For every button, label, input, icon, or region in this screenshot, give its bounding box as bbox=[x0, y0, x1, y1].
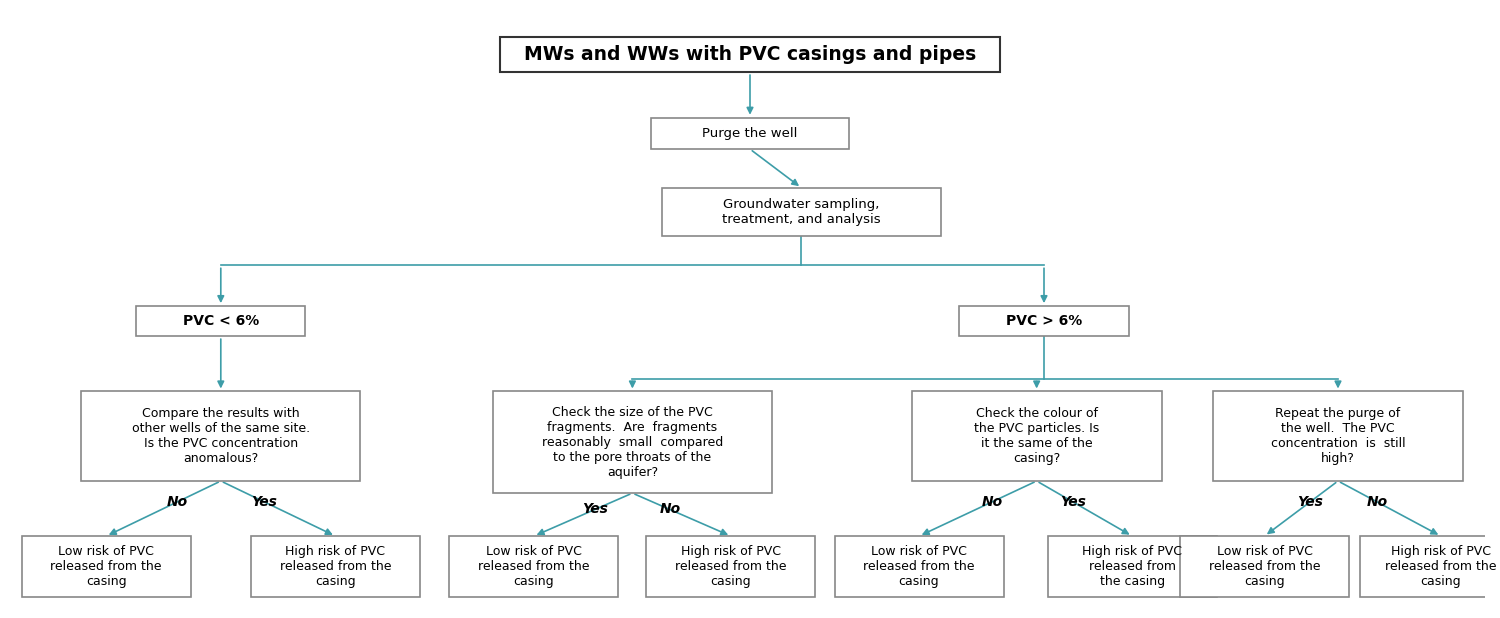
FancyBboxPatch shape bbox=[1360, 536, 1500, 597]
FancyBboxPatch shape bbox=[450, 536, 618, 597]
FancyBboxPatch shape bbox=[662, 188, 940, 236]
Text: Repeat the purge of
the well.  The PVC
concentration  is  still
high?: Repeat the purge of the well. The PVC co… bbox=[1270, 407, 1406, 465]
FancyBboxPatch shape bbox=[912, 391, 1161, 481]
FancyBboxPatch shape bbox=[651, 117, 849, 149]
Text: Low risk of PVC
released from the
casing: Low risk of PVC released from the casing bbox=[478, 545, 590, 588]
Text: Purge the well: Purge the well bbox=[702, 127, 798, 140]
FancyBboxPatch shape bbox=[834, 536, 1004, 597]
Text: PVC < 6%: PVC < 6% bbox=[183, 314, 260, 328]
Text: Check the colour of
the PVC particles. Is
it the same of the
casing?: Check the colour of the PVC particles. I… bbox=[974, 407, 1100, 465]
Text: MWs and WWs with PVC casings and pipes: MWs and WWs with PVC casings and pipes bbox=[524, 45, 976, 64]
Text: Yes: Yes bbox=[582, 502, 608, 517]
Text: High risk of PVC
released from
the casing: High risk of PVC released from the casin… bbox=[1082, 545, 1182, 588]
Text: Low risk of PVC
released from the
casing: Low risk of PVC released from the casing bbox=[1209, 545, 1320, 588]
Text: No: No bbox=[1366, 495, 1388, 509]
Text: No: No bbox=[166, 495, 188, 509]
FancyBboxPatch shape bbox=[21, 536, 190, 597]
FancyBboxPatch shape bbox=[136, 306, 306, 336]
FancyBboxPatch shape bbox=[251, 536, 420, 597]
FancyBboxPatch shape bbox=[1180, 536, 1348, 597]
Text: Groundwater sampling,
treatment, and analysis: Groundwater sampling, treatment, and ana… bbox=[722, 198, 880, 226]
Text: High risk of PVC
released from the
casing: High risk of PVC released from the casin… bbox=[279, 545, 392, 588]
FancyBboxPatch shape bbox=[492, 391, 772, 493]
Text: No: No bbox=[660, 502, 681, 517]
Text: High risk of PVC
released from the
casing: High risk of PVC released from the casin… bbox=[675, 545, 786, 588]
Text: High risk of PVC
released from the
casing: High risk of PVC released from the casin… bbox=[1384, 545, 1497, 588]
FancyBboxPatch shape bbox=[1047, 536, 1217, 597]
Text: No: No bbox=[981, 495, 1002, 509]
Text: Yes: Yes bbox=[1060, 495, 1086, 509]
FancyBboxPatch shape bbox=[500, 37, 1000, 72]
Text: Compare the results with
other wells of the same site.
Is the PVC concentration
: Compare the results with other wells of … bbox=[132, 407, 310, 465]
FancyBboxPatch shape bbox=[81, 391, 360, 481]
Text: Yes: Yes bbox=[252, 495, 278, 509]
FancyBboxPatch shape bbox=[646, 536, 816, 597]
Text: Check the size of the PVC
fragments.  Are  fragments
reasonably  small  compared: Check the size of the PVC fragments. Are… bbox=[542, 406, 723, 479]
Text: Yes: Yes bbox=[1298, 495, 1323, 509]
Text: Low risk of PVC
released from the
casing: Low risk of PVC released from the casing bbox=[51, 545, 162, 588]
Text: PVC > 6%: PVC > 6% bbox=[1007, 314, 1082, 328]
FancyBboxPatch shape bbox=[960, 306, 1128, 336]
Text: Low risk of PVC
released from the
casing: Low risk of PVC released from the casing bbox=[864, 545, 975, 588]
FancyBboxPatch shape bbox=[1214, 391, 1462, 481]
